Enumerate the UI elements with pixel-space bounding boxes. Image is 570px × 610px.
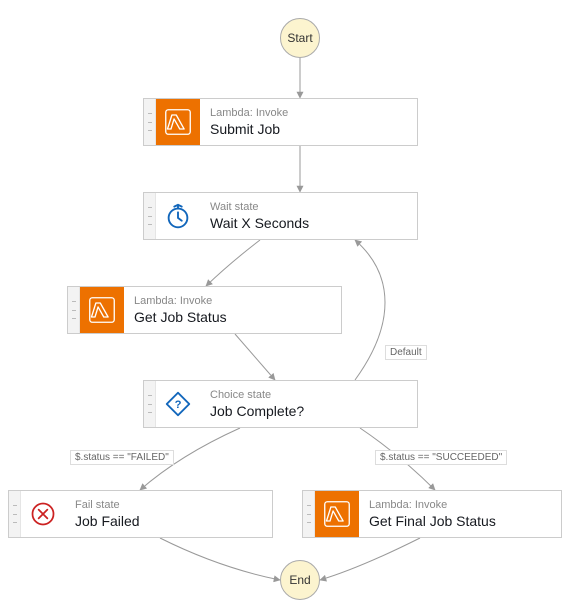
node-title: Wait X Seconds (210, 215, 405, 232)
fail-icon (21, 491, 65, 537)
drag-grip-icon (9, 491, 21, 537)
choice-icon: ? (156, 381, 200, 427)
node-title: Job Failed (75, 513, 260, 530)
node-caption: Choice state (210, 389, 405, 402)
node-caption: Lambda: Invoke (134, 295, 329, 308)
drag-grip-icon (144, 99, 156, 145)
lambda-icon (80, 287, 124, 333)
node-caption: Lambda: Invoke (210, 107, 405, 120)
edge-label-succeeded: $.status == "SUCCEEDED" (375, 450, 507, 465)
node-caption: Fail state (75, 499, 260, 512)
node-title: Job Complete? (210, 403, 405, 420)
lambda-icon (315, 491, 359, 537)
node-caption: Lambda: Invoke (369, 499, 549, 512)
terminal-start: Start (280, 18, 320, 58)
node-title: Get Final Job Status (369, 513, 549, 530)
terminal-end-label: End (289, 573, 310, 587)
drag-grip-icon (68, 287, 80, 333)
node-submit-job[interactable]: Lambda: Invoke Submit Job (143, 98, 418, 146)
edge-label-default: Default (385, 345, 427, 360)
drag-grip-icon (303, 491, 315, 537)
node-get-final-job-status[interactable]: Lambda: Invoke Get Final Job Status (302, 490, 562, 538)
node-title: Get Job Status (134, 309, 329, 326)
node-title: Submit Job (210, 121, 405, 138)
lambda-icon (156, 99, 200, 145)
terminal-start-label: Start (287, 31, 312, 45)
clock-icon (156, 193, 200, 239)
drag-grip-icon (144, 381, 156, 427)
node-wait-seconds[interactable]: Wait state Wait X Seconds (143, 192, 418, 240)
drag-grip-icon (144, 193, 156, 239)
terminal-end: End (280, 560, 320, 600)
edge-label-failed: $.status == "FAILED" (70, 450, 174, 465)
node-job-failed[interactable]: Fail state Job Failed (8, 490, 273, 538)
node-get-job-status[interactable]: Lambda: Invoke Get Job Status (67, 286, 342, 334)
node-job-complete-choice[interactable]: ? Choice state Job Complete? (143, 380, 418, 428)
svg-text:?: ? (175, 399, 182, 411)
node-caption: Wait state (210, 201, 405, 214)
